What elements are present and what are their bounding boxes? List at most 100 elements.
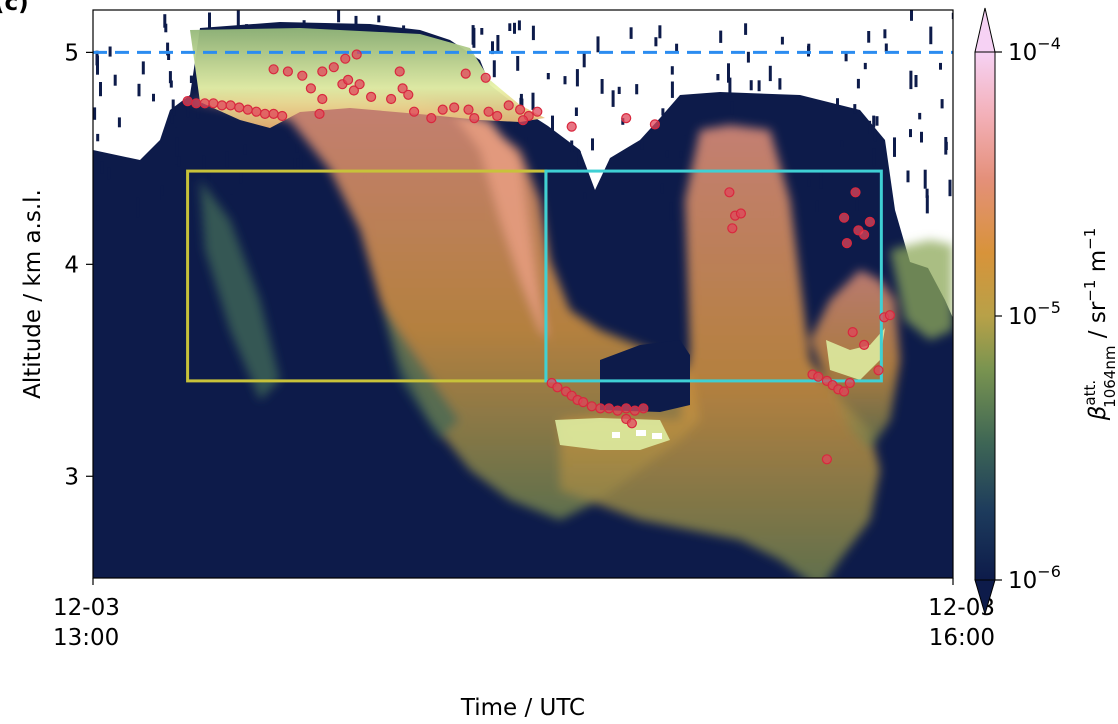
noise-speck	[293, 158, 297, 169]
noise-speck	[93, 107, 97, 120]
y-tick-label: 5	[64, 40, 79, 66]
noise-speck	[546, 73, 550, 80]
plume-middle	[560, 125, 880, 578]
noise-speck	[492, 60, 496, 78]
cloud-top-point	[884, 310, 896, 321]
noise-speck	[807, 178, 811, 187]
colorbar-label-units: / sr	[1085, 301, 1111, 345]
cloud-top-point	[638, 403, 649, 414]
noise-speck	[167, 52, 171, 60]
noise-speck	[574, 107, 578, 116]
noise-speck	[698, 121, 702, 140]
cloud-top-point	[847, 327, 858, 338]
cloud-top-point	[873, 365, 884, 376]
noise-speck	[872, 148, 876, 167]
cloud-top-point	[317, 93, 328, 105]
noise-speck	[113, 74, 117, 86]
noise-speck	[683, 129, 687, 136]
cloud-top-point	[251, 106, 262, 117]
cloud-top-point	[514, 104, 526, 115]
cloud-top-point	[649, 119, 661, 130]
cloud-top-point	[191, 98, 202, 109]
cloud-top-point	[621, 112, 632, 124]
cloud-top-point	[480, 72, 491, 83]
noise-speck	[872, 115, 876, 128]
cloud-top-point	[503, 100, 514, 111]
cloud-top-point	[858, 229, 870, 240]
cloud-top-point	[532, 106, 543, 117]
cloud-top-point	[182, 95, 193, 107]
cloud-top-point	[268, 108, 279, 120]
cloud-top-point	[340, 53, 351, 64]
plume-far-right	[890, 240, 953, 340]
cloud-top-point	[268, 64, 279, 75]
noise-speck	[519, 93, 523, 103]
noise-speck	[675, 43, 679, 53]
noise-speck	[925, 195, 929, 214]
noise-speck	[570, 140, 574, 152]
noise-speck	[617, 86, 621, 94]
noise-speck	[174, 127, 178, 139]
noise-speck	[189, 75, 193, 83]
cloud-top-point	[858, 339, 870, 350]
noise-speck	[873, 129, 877, 142]
cloud-top-point	[469, 112, 480, 124]
noise-speck	[243, 144, 247, 155]
noise-speck	[517, 20, 521, 31]
noise-sky-region	[93, 10, 953, 318]
cloud-top-point	[426, 112, 437, 124]
noise-speck	[875, 116, 879, 126]
noise-speck	[918, 112, 922, 120]
noise-speck	[496, 35, 500, 53]
noise-speck	[225, 151, 229, 168]
noise-speck	[863, 62, 867, 70]
y-tick-label: 4	[64, 252, 79, 278]
noise-speck	[719, 30, 723, 43]
noise-speck	[660, 183, 664, 194]
noise-speck	[906, 170, 910, 183]
noise-speck	[665, 150, 669, 158]
noise-speck	[524, 136, 528, 145]
noise-speck	[855, 199, 859, 211]
noise-speck	[161, 195, 165, 205]
noise-speck	[909, 129, 912, 138]
noise-speck	[819, 171, 823, 189]
cloud-top-point	[449, 102, 460, 113]
noise-speck	[498, 117, 502, 133]
cloud-top-point	[348, 85, 359, 96]
noise-speck	[337, 10, 341, 23]
cloud-top-point	[242, 104, 253, 115]
cloud-top-point	[351, 49, 362, 60]
noise-speck	[480, 28, 484, 35]
noise-speck	[923, 169, 927, 189]
cloud-top-point	[282, 66, 293, 77]
noise-speck	[141, 61, 145, 75]
noise-speck	[245, 24, 249, 33]
cloud-top-point	[483, 106, 494, 117]
noise-speck	[856, 78, 860, 89]
cloud-top-point	[864, 216, 876, 227]
noise-speck	[471, 25, 475, 45]
noise-speck	[600, 79, 604, 94]
noise-speck	[163, 14, 167, 28]
cloud-top-point	[277, 110, 288, 122]
noise-speck	[170, 113, 174, 124]
colorbar-tick-label: 10−5	[1008, 298, 1061, 330]
cloud-top-point	[629, 405, 640, 416]
noise-speck	[172, 109, 176, 116]
cloud-top-point	[225, 100, 236, 111]
plot-area	[93, 10, 953, 578]
colorbar-label-units2: m	[1085, 250, 1111, 280]
noise-speck	[516, 56, 520, 71]
colorbar-label: βatt. 1064nm / sr−1 m−1	[1081, 228, 1118, 422]
noise-speck	[654, 37, 658, 47]
x-tick-label-time: 13:00	[53, 625, 119, 651]
noise-speck	[196, 98, 200, 119]
cloud-base-band-right	[826, 328, 885, 380]
gap-white-3	[612, 432, 620, 438]
cloud-top-point	[317, 66, 328, 77]
cloud-top-point	[612, 405, 623, 416]
cloud-top-points-layer	[182, 49, 896, 465]
noise-speck	[640, 141, 644, 150]
